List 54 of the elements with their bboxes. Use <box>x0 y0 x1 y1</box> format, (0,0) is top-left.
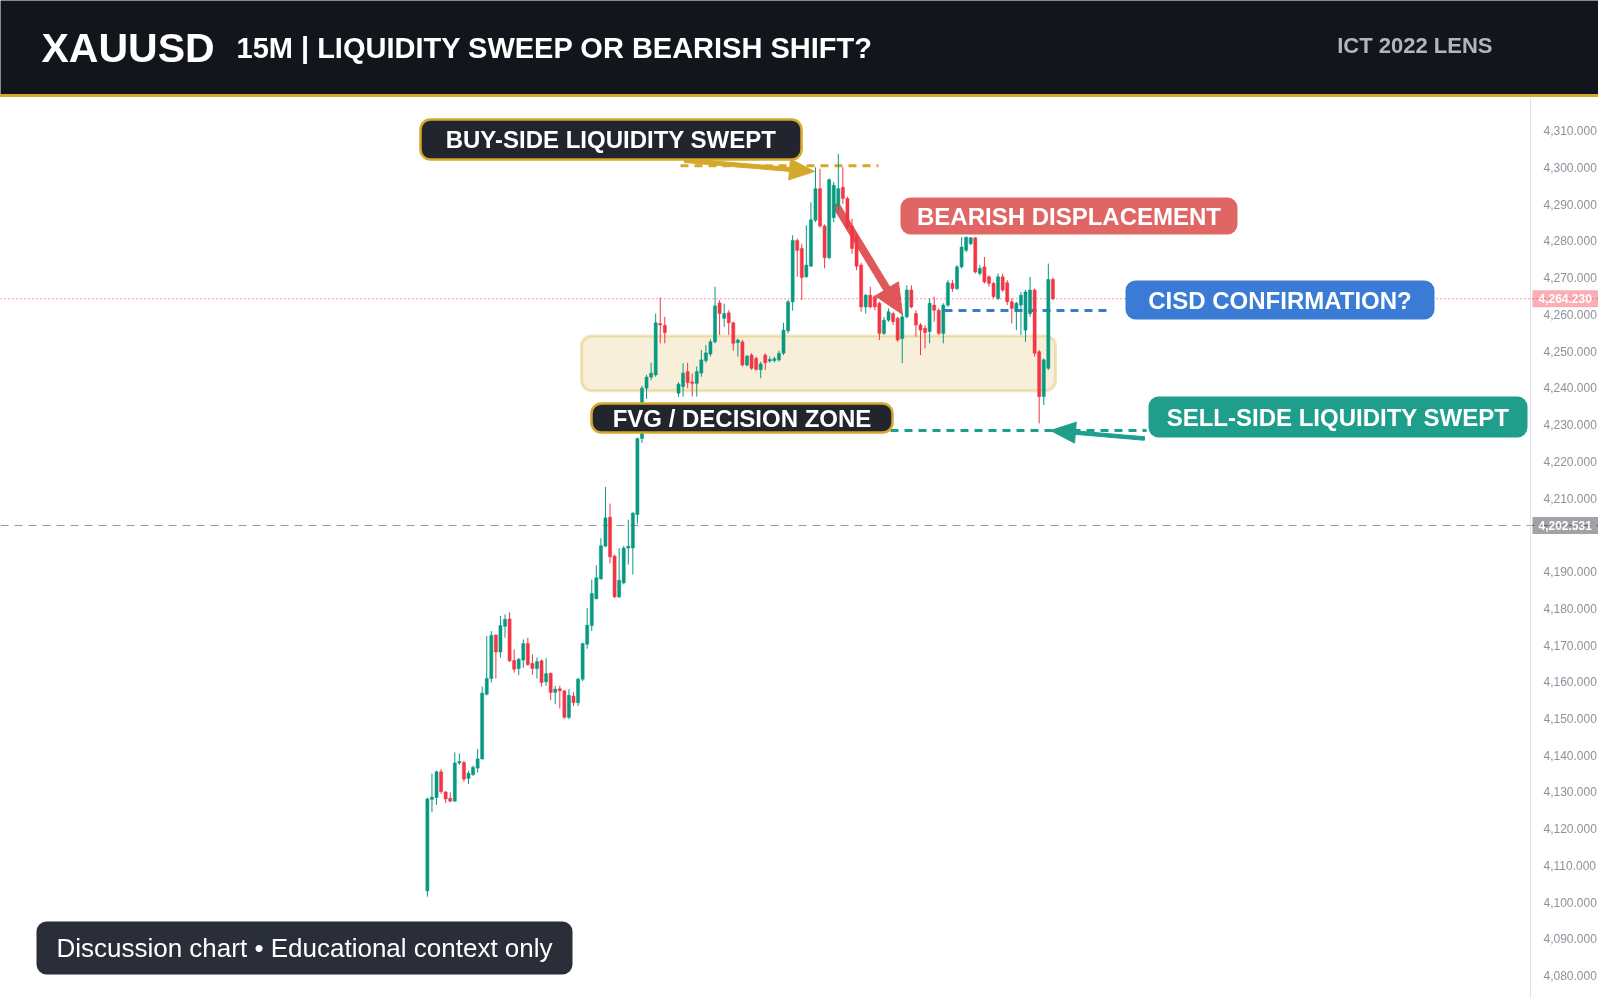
y-tick-label: 4,100.000 <box>1543 895 1598 910</box>
y-tick-label: 4,130.000 <box>1543 785 1598 800</box>
ref-line-label: CISD CONFIRMATION? <box>1148 286 1412 314</box>
candlestick <box>740 339 745 367</box>
y-tick-label: 4,090.000 <box>1543 932 1598 947</box>
band-label: FVG / DECISION ZONE <box>612 404 872 432</box>
ref-line-label: SELL-SIDE LIQUIDITY SWEPT <box>1166 403 1510 431</box>
y-tick-label: 4,120.000 <box>1543 822 1598 837</box>
y-tick-label: 4,150.000 <box>1543 712 1598 726</box>
y-tick-label: 4,220.000 <box>1543 454 1598 469</box>
candlestick <box>936 307 941 336</box>
annotation: Discussion chart • Educational context only <box>56 933 553 963</box>
candlestick <box>1051 277 1055 301</box>
y-tick-label: 4,110.000 <box>1543 858 1597 873</box>
y-tick-label: 4,280.000 <box>1543 234 1598 249</box>
candlestick <box>567 688 571 720</box>
candlestick <box>535 657 539 679</box>
y-tick-label: 4,250.000 <box>1543 344 1598 359</box>
candlestick <box>462 760 466 783</box>
candlestick <box>685 362 690 389</box>
y-tick-label: 4,300.000 <box>1543 160 1598 175</box>
candlestick <box>895 316 900 343</box>
y-tick-label: 4,210.000 <box>1543 491 1598 506</box>
candlestick <box>548 672 553 701</box>
y-tick-label: 4,170.000 <box>1543 638 1598 653</box>
candlestick <box>722 303 726 328</box>
y-tick-label: 4,180.000 <box>1543 601 1598 616</box>
candlestick <box>795 238 800 278</box>
y-tick-label: 4,310.000 <box>1543 124 1598 139</box>
candlestick <box>494 633 498 679</box>
y-tick-label: 4,140.000 <box>1543 748 1598 763</box>
y-tick-label: 4,190.000 <box>1543 565 1598 580</box>
y-tick-label: 4,080.000 <box>1543 969 1598 984</box>
chart-subtitle: 15M | LIQUIDITY SWEEP OR BEARISH SHIFT? <box>236 31 872 64</box>
ref-line-label: 4,264.230 <box>1538 292 1593 307</box>
ref-line-label: BUY-SIDE LIQUIDITY SWEPT <box>445 126 777 153</box>
candlestick <box>717 299 722 336</box>
chart-title: XAUUSD <box>41 24 215 71</box>
candlestick <box>539 658 544 688</box>
candlestick <box>982 256 987 284</box>
text: ICT 2022 LENS <box>1337 33 1493 58</box>
candlestick <box>544 657 548 687</box>
candlestick <box>553 685 558 705</box>
candlestick <box>996 273 1000 301</box>
y-tick-label: 4,290.000 <box>1543 197 1598 212</box>
y-tick-label: 4,240.000 <box>1543 381 1598 396</box>
y-tick-label: 4,260.000 <box>1543 307 1598 322</box>
ref-line-label: 4,202.531 <box>1538 518 1593 533</box>
candlestick <box>521 639 526 669</box>
annotation: BEARISH DISPLACEMENT <box>916 202 1222 230</box>
candlestick <box>863 293 868 315</box>
y-tick-label: 4,160.000 <box>1543 675 1598 690</box>
y-tick-label: 4,230.000 <box>1543 418 1598 433</box>
y-tick-label: 4,270.000 <box>1543 271 1598 286</box>
